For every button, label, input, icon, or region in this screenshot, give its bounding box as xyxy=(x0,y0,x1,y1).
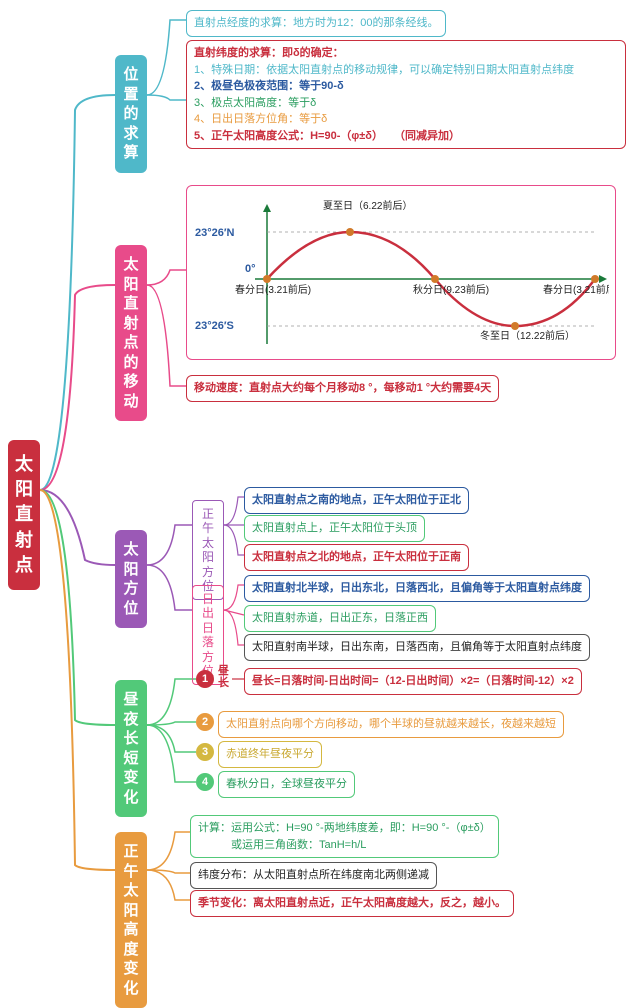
svg-text:秋分日(9.23前后): 秋分日(9.23前后) xyxy=(413,283,489,296)
box2-l5: 4、日出日落方位角：等于δ xyxy=(194,111,618,128)
box14-l1: 计算：运用公式：H=90 °-两地纬度差，即：H=90 °-（φ±δ） xyxy=(198,820,491,837)
box2-l2: 1、特殊日期：依据太阳直射点的移动规律，可以确定特别日期太阳直射点纬度 xyxy=(194,62,618,79)
box14: 计算：运用公式：H=90 °-两地纬度差，即：H=90 °-（φ±δ） 或运用三… xyxy=(190,815,499,858)
svg-text:春分日(3.21前后): 春分日(3.21前后) xyxy=(235,283,311,296)
box12: 赤道终年昼夜平分 xyxy=(218,741,322,768)
num-2: 2 xyxy=(196,713,214,731)
branch-position: 位置的求算 xyxy=(115,55,147,173)
branch-direction: 太阳方位 xyxy=(115,530,147,628)
box13: 春秋分日，全球昼夜平分 xyxy=(218,771,355,798)
box-latitude: 直射纬度的求算：即δ的确定： 1、特殊日期：依据太阳直射点的移动规律，可以确定特… xyxy=(186,40,626,149)
branch-altitude: 正午太阳高度变化 xyxy=(115,832,147,1008)
box-longitude: 直射点经度的求算：地方时为12：00的那条经线。 xyxy=(186,10,446,37)
branch-movement: 太阳直射点的移动 xyxy=(115,245,147,421)
chart-svg: 夏至日（6.22前后） 冬至日（12.22前后） 春分日(3.21前后) 秋分日… xyxy=(195,194,609,354)
root-node: 太阳直射点 xyxy=(8,440,40,590)
box-speed: 移动速度：直射点大约每个月移动8 °，每移动1 °大约需要4天 xyxy=(186,375,499,402)
svg-text:春分日(3.21前后): 春分日(3.21前后) xyxy=(543,283,609,296)
svg-text:23°26′S: 23°26′S xyxy=(195,320,234,332)
box10: 昼长=日落时间-日出时间=（12-日出时间）×2=（日落时间-12）×2 xyxy=(244,668,582,695)
box2-l3: 2、极昼色极夜范围：等于90-δ xyxy=(194,78,618,95)
svg-text:0°: 0° xyxy=(245,263,256,275)
num-4: 4 xyxy=(196,773,214,791)
box15: 纬度分布：从太阳直射点所在纬度南北两侧递减 xyxy=(190,862,437,889)
box7: 太阳直射北半球，日出东北，日落西北，且偏角等于太阳直射点纬度 xyxy=(244,575,590,602)
svg-text:夏至日（6.22前后）: 夏至日（6.22前后） xyxy=(323,199,412,212)
num-1: 1 xyxy=(196,670,214,688)
box14-l2: 或运用三角函数：TanH=h/L xyxy=(198,837,491,854)
box5: 太阳直射点上，正午太阳位于头顶 xyxy=(244,515,425,542)
movement-chart: 夏至日（6.22前后） 冬至日（12.22前后） 春分日(3.21前后) 秋分日… xyxy=(186,185,616,360)
num-3: 3 xyxy=(196,743,214,761)
box8: 太阳直射赤道，日出正东，日落正西 xyxy=(244,605,436,632)
box11: 太阳直射点向哪个方向移动，哪个半球的昼就越来越长，夜越来越短 xyxy=(218,711,564,738)
svg-text:冬至日（12.22前后）: 冬至日（12.22前后） xyxy=(480,329,575,342)
box2-l6: 5、正午太阳高度公式：H=90-（φ±δ） （同减异加） xyxy=(194,128,618,145)
box16: 季节变化：离太阳直射点近，正午太阳高度越大，反之，越小。 xyxy=(190,890,514,917)
box4: 太阳直射点之南的地点，正午太阳位于正北 xyxy=(244,487,469,514)
box9: 太阳直射南半球，日出东南，日落西南，且偏角等于太阳直射点纬度 xyxy=(244,634,590,661)
svg-text:23°26′N: 23°26′N xyxy=(195,227,235,239)
box6: 太阳直射点之北的地点，正午太阳位于正南 xyxy=(244,544,469,571)
num-1-label: 昼长 xyxy=(218,665,232,689)
box2-l4: 3、极点太阳高度：等于δ xyxy=(194,95,618,112)
box2-l1: 直射纬度的求算：即δ的确定： xyxy=(194,45,618,62)
branch-daynight: 昼夜长短变化 xyxy=(115,680,147,817)
